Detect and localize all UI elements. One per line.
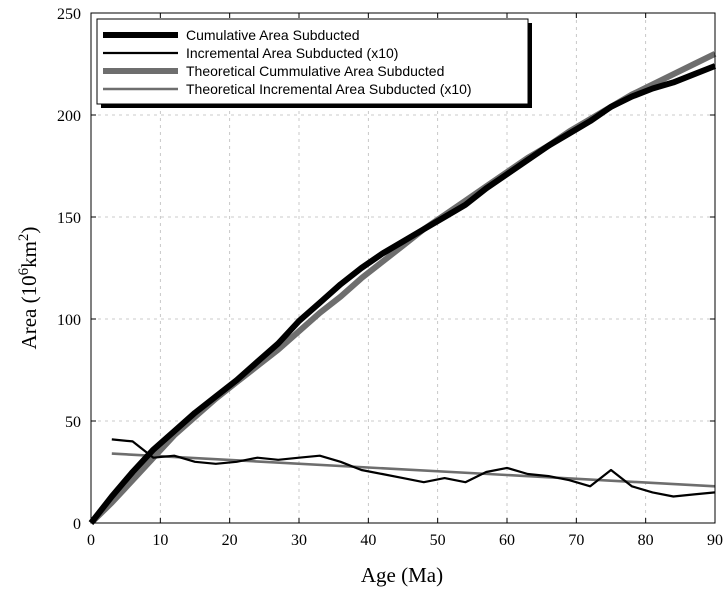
y-axis-title-prefix: Area (10	[17, 275, 41, 349]
y-tick-label: 50	[65, 414, 81, 431]
x-tick-label: 70	[568, 532, 584, 549]
y-tick-label: 200	[57, 108, 81, 125]
x-tick-label: 40	[360, 532, 376, 549]
y-axis-title-mid: km	[17, 241, 41, 268]
y-axis-title-sup2: 2	[16, 234, 32, 242]
plot-frame	[90, 12, 716, 524]
y-tick-label: 150	[57, 210, 81, 227]
legend-label: Theoretical Cummulative Area Subducted	[186, 63, 444, 79]
x-tick-label: 30	[291, 532, 307, 549]
x-tick-label: 60	[499, 532, 515, 549]
series-line-3	[88, 51, 717, 526]
x-tick-label: 90	[707, 532, 723, 549]
x-tick-label: 50	[430, 532, 446, 549]
x-tick-label: 0	[87, 532, 95, 549]
y-tick-label: 250	[57, 6, 81, 23]
series-layer	[88, 51, 717, 526]
x-tick-label: 10	[152, 532, 168, 549]
series-line-4	[111, 452, 716, 488]
x-axis-title: Age (Ma)	[361, 563, 443, 587]
x-tick-label: 20	[222, 532, 238, 549]
tick-layer: 0 10 20 30 40 50 60 70 80 90 0 50 100 150 200 250	[57, 6, 723, 549]
legend-label: Theoretical Incremental Area Subducted (…	[186, 81, 472, 97]
y-tick-label: 100	[57, 312, 81, 329]
series-line-2	[111, 438, 716, 498]
y-axis-title-sup1: 6	[16, 267, 32, 275]
y-axis-title: Area (106km2)	[16, 227, 41, 350]
legend-label: Incremental Area Subducted (x10)	[186, 45, 398, 61]
legend: Cumulative Area Subducted Incremental Are…	[96, 18, 532, 108]
y-tick-label: 0	[73, 516, 81, 533]
legend-label: Cumulative Area Subducted	[186, 27, 360, 43]
x-tick-label: 80	[638, 532, 654, 549]
series-line-1	[88, 63, 717, 525]
legend-entries: Cumulative Area Subducted Incremental Are…	[103, 27, 472, 97]
y-axis-title-suffix: )	[17, 227, 41, 234]
